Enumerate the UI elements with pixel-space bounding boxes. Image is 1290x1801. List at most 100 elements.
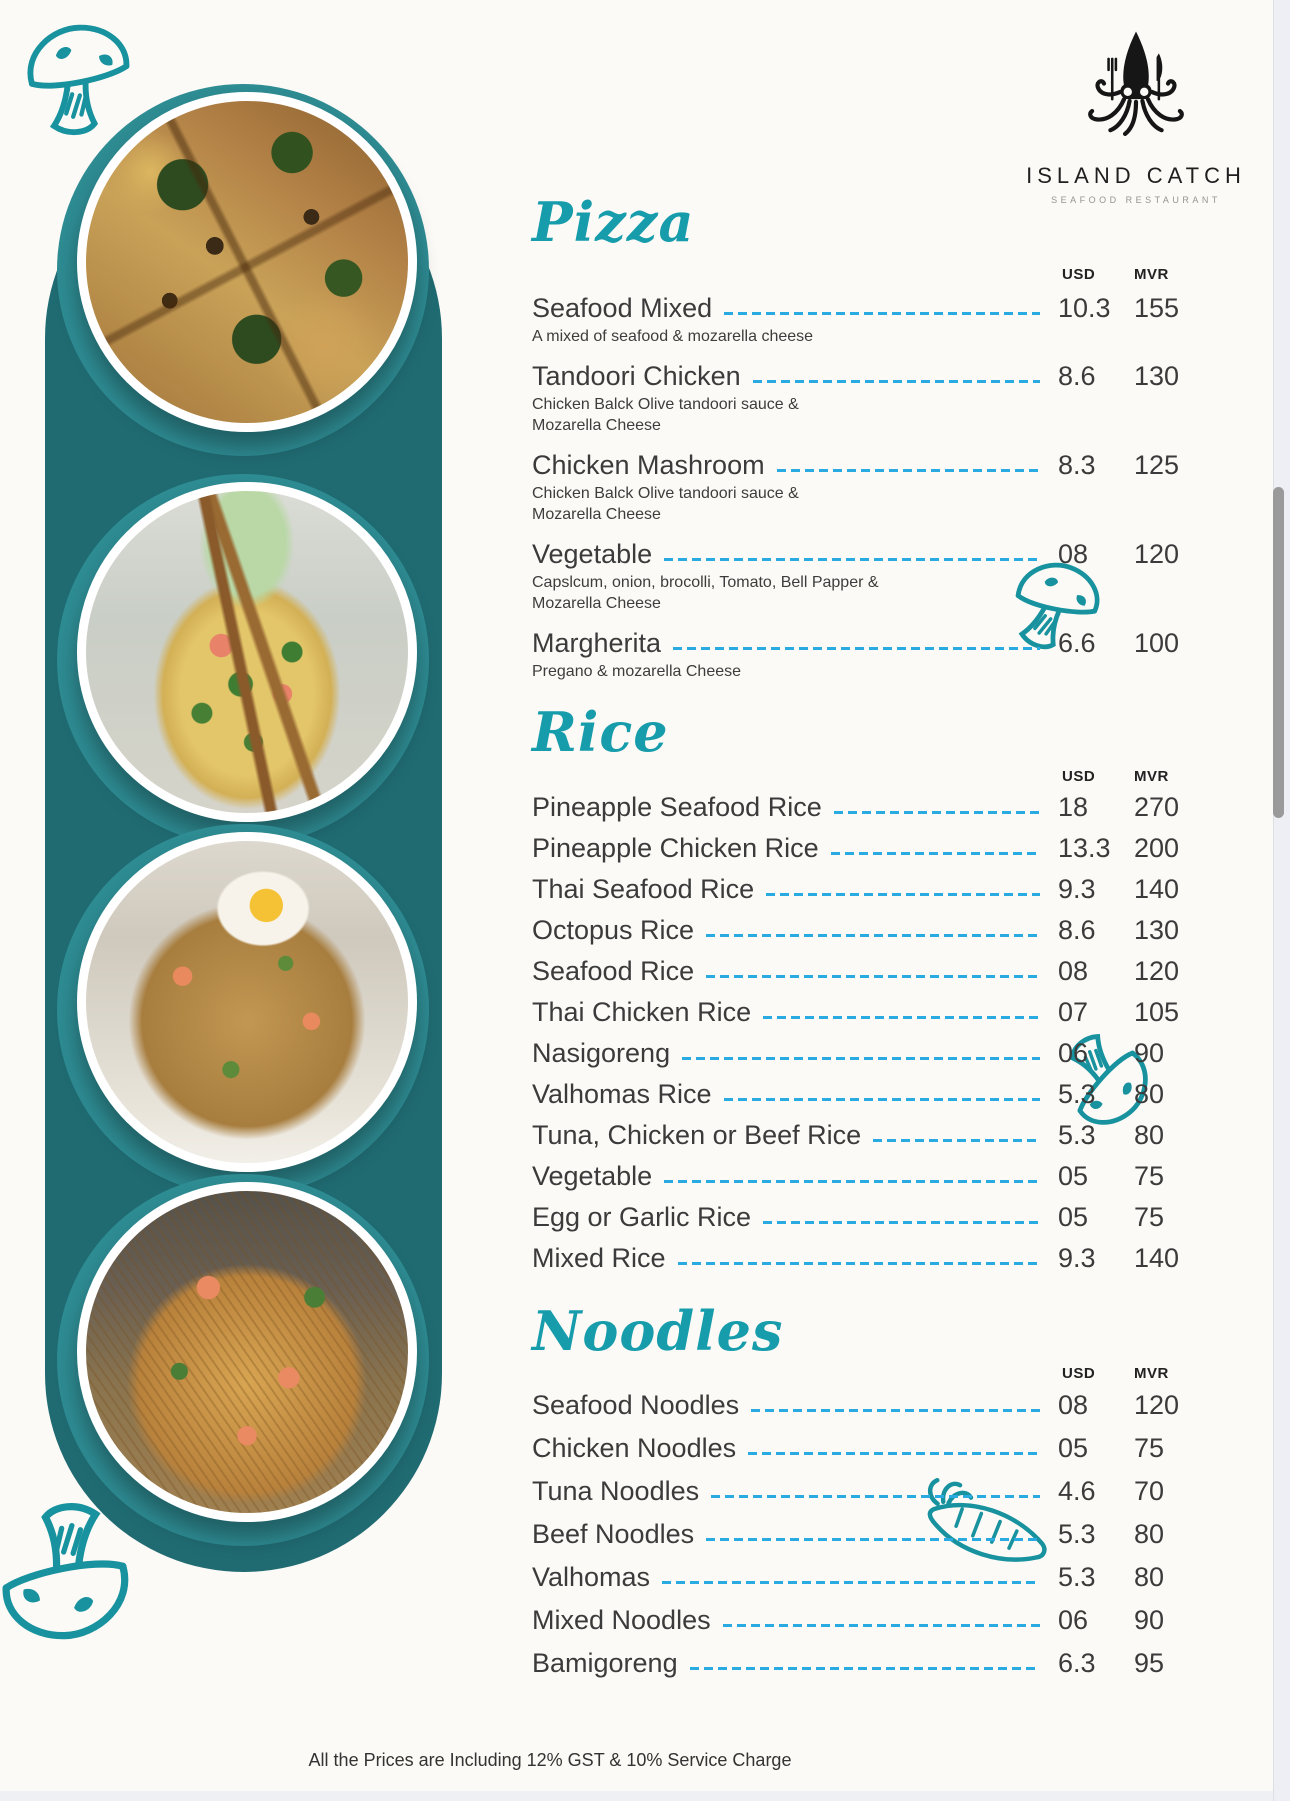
usd-price: 05 bbox=[1058, 1433, 1089, 1463]
dotted-leader bbox=[776, 468, 1040, 472]
menu-item-row: Chicken Noodles 05 75 bbox=[532, 1427, 1192, 1470]
mvr-price: 80 bbox=[1134, 1120, 1165, 1150]
mushroom-sketch-icon bbox=[27, 24, 130, 135]
item-description: Chicken Balck Olive tandoori sauce & Moz… bbox=[532, 485, 799, 523]
item-name: Mixed Noodles bbox=[532, 1605, 711, 1635]
photo-ring bbox=[57, 1174, 429, 1546]
menu-item-row: Nasigoreng 06 90 bbox=[532, 1033, 1192, 1074]
photo-ring bbox=[57, 474, 429, 846]
menu-item-row: Vegetable 05 75 bbox=[532, 1156, 1192, 1197]
usd-price: 05 bbox=[1058, 1161, 1089, 1191]
item-description: Chicken Balck Olive tandoori sauce & Moz… bbox=[532, 396, 799, 434]
menu-item-row: Octopus Rice 8.6 130 bbox=[532, 910, 1192, 951]
menu-item-row: Tuna, Chicken or Beef Rice 5.3 80 bbox=[532, 1115, 1192, 1156]
mvr-price: 80 bbox=[1134, 1079, 1165, 1109]
usd-column-header: USD bbox=[1062, 1365, 1096, 1382]
item-name: Valhomas Rice bbox=[532, 1079, 712, 1109]
section-title: Pizza bbox=[532, 190, 695, 254]
mvr-price: 130 bbox=[1134, 360, 1180, 391]
logo-title: ISLAND CATCH bbox=[1026, 163, 1246, 188]
usd-price: 8.6 bbox=[1058, 915, 1096, 945]
item-name: Chicken Mashroom bbox=[532, 449, 765, 480]
mvr-column-header: MVR bbox=[1134, 768, 1169, 785]
currency-header: USD MVR bbox=[532, 1365, 1192, 1382]
mvr-price: 155 bbox=[1134, 292, 1180, 323]
mvr-price: 105 bbox=[1134, 997, 1180, 1027]
photo-ring bbox=[57, 824, 429, 1196]
dotted-leader bbox=[673, 646, 1040, 650]
dotted-leader bbox=[664, 557, 1040, 561]
dotted-leader bbox=[766, 893, 1040, 896]
mvr-price: 70 bbox=[1134, 1476, 1165, 1506]
mvr-price: 75 bbox=[1134, 1202, 1165, 1232]
item-name: Chicken Noodles bbox=[532, 1433, 737, 1463]
photo-ring bbox=[57, 84, 429, 456]
item-name: Tandoori Chicken bbox=[532, 360, 741, 391]
dotted-leader bbox=[724, 311, 1040, 315]
menu-item-row: Seafood Rice 08 120 bbox=[532, 951, 1192, 992]
mvr-price: 80 bbox=[1134, 1562, 1165, 1592]
noodles-photo bbox=[77, 1182, 417, 1522]
mvr-price: 120 bbox=[1134, 956, 1180, 986]
item-name: Vegetable bbox=[532, 1161, 653, 1191]
dotted-leader bbox=[706, 934, 1040, 937]
mushroom-sketch-icon bbox=[1070, 1034, 1148, 1125]
menu-item-row: Seafood Noodles 08 120 bbox=[532, 1384, 1192, 1427]
pineapple-seafood-rice-photo bbox=[77, 482, 417, 822]
scrollbar-track[interactable] bbox=[1273, 0, 1290, 1801]
dotted-leader bbox=[723, 1098, 1040, 1101]
mvr-column-header: MVR bbox=[1134, 266, 1169, 283]
item-name: Tuna, Chicken or Beef Rice bbox=[532, 1120, 862, 1150]
dotted-leader bbox=[711, 1495, 1040, 1498]
item-name: Egg or Garlic Rice bbox=[532, 1202, 752, 1232]
item-name: Margherita bbox=[532, 627, 662, 658]
scrollbar-thumb[interactable] bbox=[1273, 487, 1284, 818]
dotted-leader bbox=[751, 1409, 1040, 1412]
item-name: Nasigoreng bbox=[532, 1038, 671, 1068]
footer-note: All the Prices are Including 12% GST & 1… bbox=[308, 1750, 792, 1770]
dotted-leader bbox=[689, 1667, 1040, 1670]
item-name: Thai Chicken Rice bbox=[532, 997, 752, 1027]
fried-rice-egg-photo bbox=[77, 832, 417, 1172]
item-name: Valhomas bbox=[532, 1562, 651, 1592]
mvr-column-header: MVR bbox=[1134, 1365, 1169, 1382]
menu-item-row: Chicken Mashroom 8.3 125 Chicken Balck O… bbox=[532, 448, 1192, 525]
item-name: Vegetable bbox=[532, 538, 653, 569]
section-title: Rice bbox=[532, 700, 669, 764]
mvr-price: 125 bbox=[1134, 449, 1180, 480]
mvr-price: 95 bbox=[1134, 1648, 1165, 1678]
dotted-leader bbox=[748, 1452, 1040, 1455]
logo-subtitle: SEAFOOD RESTAURANT bbox=[1051, 195, 1221, 205]
usd-price: 9.3 bbox=[1058, 874, 1096, 904]
menu-item-row: Tandoori Chicken 8.6 130 Chicken Balck O… bbox=[532, 359, 1192, 436]
dotted-leader bbox=[677, 1262, 1040, 1265]
item-name: Seafood Mixed bbox=[532, 292, 713, 323]
usd-price: 6.3 bbox=[1058, 1648, 1096, 1678]
dotted-leader bbox=[873, 1139, 1040, 1142]
menu-item-row: Pineapple Chicken Rice 13.3 200 bbox=[532, 828, 1192, 869]
mvr-price: 270 bbox=[1134, 792, 1180, 822]
usd-price: 08 bbox=[1058, 538, 1089, 569]
menu-item-row: Valhomas Rice 5.3 80 bbox=[532, 1074, 1192, 1115]
dotted-leader bbox=[662, 1581, 1040, 1584]
menu-item-row: Egg or Garlic Rice 05 75 bbox=[532, 1197, 1192, 1238]
dotted-leader bbox=[682, 1057, 1040, 1060]
dotted-leader bbox=[830, 852, 1040, 855]
item-description: Pregano & mozarella Cheese bbox=[532, 663, 742, 680]
usd-price: 06 bbox=[1058, 1038, 1089, 1068]
menu-item-row: Thai Chicken Rice 07 105 bbox=[532, 992, 1192, 1033]
page-bottom-edge bbox=[0, 1791, 1290, 1801]
section-rice: Rice USD MVR Pineapple Seafood Rice 18 2… bbox=[532, 702, 1192, 1279]
menu-column: Pizza USD MVR Seafood Mixed 10.3 155 A m… bbox=[532, 192, 1192, 1685]
usd-price: 05 bbox=[1058, 1202, 1089, 1232]
usd-price: 5.3 bbox=[1058, 1519, 1096, 1549]
usd-price: 13.3 bbox=[1058, 833, 1111, 863]
mvr-price: 130 bbox=[1134, 915, 1180, 945]
item-name: Pineapple Seafood Rice bbox=[532, 792, 822, 822]
section-title: Noodles bbox=[532, 1299, 784, 1363]
usd-price: 5.3 bbox=[1058, 1562, 1096, 1592]
currency-header: USD MVR bbox=[532, 266, 1192, 283]
usd-column-header: USD bbox=[1062, 266, 1096, 283]
menu-item-row: Thai Seafood Rice 9.3 140 bbox=[532, 869, 1192, 910]
